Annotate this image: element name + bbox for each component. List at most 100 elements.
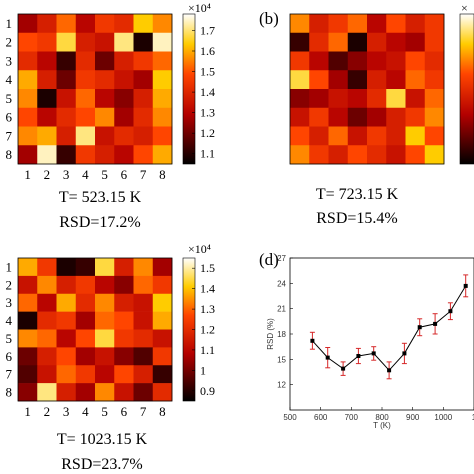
heatmap-a-cell xyxy=(114,107,134,127)
heatmap-c-cell xyxy=(18,258,38,277)
heatmap-a-cell xyxy=(18,14,38,34)
heatmap-a-cell xyxy=(152,51,173,71)
heatmap-a xyxy=(17,13,173,165)
heatmap-a-cell xyxy=(37,126,57,146)
heatmap-c-cell xyxy=(56,347,77,366)
heatmap-b-cell xyxy=(386,70,406,90)
caption-c-rsd: RSD=23.7% xyxy=(61,456,142,473)
plot-d-series xyxy=(309,274,469,380)
heatmap-a-cell xyxy=(56,107,77,127)
heatmap-b-cell xyxy=(309,107,329,127)
heatmap-a-cell xyxy=(95,32,115,52)
panel-b: (b) × T= 723.15 K RSD=15.4% xyxy=(259,1,474,227)
heatmap-a-cell xyxy=(95,14,115,34)
y-tick-label: 7 xyxy=(6,367,13,382)
colorbar-a-ticks: 1.7 1.6 1.5 1.4 1.3 1.2 1.1 xyxy=(192,23,215,161)
heatmap-c-cell xyxy=(152,329,173,348)
y-tick-label: 4 xyxy=(6,72,13,87)
heatmap-b-cell xyxy=(405,89,426,109)
data-point xyxy=(371,351,376,356)
heatmap-a-cell xyxy=(56,126,77,146)
heatmap-a-cell xyxy=(95,107,115,127)
heatmap-b-cell xyxy=(347,32,368,52)
heatmap-a-cell xyxy=(95,145,115,165)
colorbar-tick-label: 0.9 xyxy=(200,384,215,398)
heatmap-a-cell xyxy=(133,145,154,165)
y-tick-label: 21 xyxy=(277,305,286,314)
heatmap-b-cell xyxy=(424,145,445,165)
colorbar-tick-label: 1.1 xyxy=(200,343,215,357)
heatmap-a-cell xyxy=(114,14,134,34)
heatmap-b-cell xyxy=(386,14,406,34)
heatmap-c-cell xyxy=(75,329,96,348)
heatmap-a-cell xyxy=(56,145,77,165)
x-tick-label: 6 xyxy=(121,404,128,419)
heatmap-a-cell xyxy=(75,51,96,71)
heatmap-c-cell xyxy=(152,258,173,277)
heatmap-c-cell xyxy=(133,347,154,366)
heatmap-a-cell xyxy=(56,89,77,109)
series-line xyxy=(312,285,467,372)
colorbar-tick-label: 1.7 xyxy=(200,23,215,37)
data-point xyxy=(433,321,438,326)
heatmap-c-cell xyxy=(95,383,115,402)
y-tick-label: 5 xyxy=(6,331,13,346)
heatmap-c-cell xyxy=(56,293,77,312)
colorbar-c-exponent: ×10⁴ xyxy=(188,242,211,256)
heatmap-c-frame xyxy=(17,257,173,402)
data-point xyxy=(387,368,392,373)
heatmap-b-cell xyxy=(405,32,426,52)
heatmap-b-cell xyxy=(386,107,406,127)
heatmap-a-cell xyxy=(114,70,134,90)
heatmap-b-cell xyxy=(386,51,406,71)
y-tick-label: 3 xyxy=(6,295,13,310)
heatmap-c-cell xyxy=(152,311,173,330)
heatmap-c-y-ticks: 1 2 3 4 5 6 7 8 xyxy=(6,259,13,399)
heatmap-a-cell xyxy=(56,51,77,71)
colorbar-c-ticks: 1.5 1.4 1.3 1.2 1.1 1 0.9 xyxy=(192,261,215,398)
x-tick-label: 1 xyxy=(472,413,474,422)
caption-b-temperature: T= 723.15 K xyxy=(316,186,399,203)
caption-c-temperature: T= 1023.15 K xyxy=(57,431,148,448)
y-tick-label: 15 xyxy=(277,355,286,364)
heatmap-c-cell xyxy=(37,347,57,366)
heatmap-c-cell xyxy=(133,383,154,402)
heatmap-b-cell xyxy=(309,89,329,109)
heatmap-b-cell xyxy=(405,126,426,146)
heatmap-a-cell xyxy=(133,14,154,34)
data-point xyxy=(463,283,468,288)
heatmap-c-cell xyxy=(56,311,77,330)
colorbar-b xyxy=(459,13,474,165)
heatmap-b-cell xyxy=(309,51,329,71)
heatmap-c-cell xyxy=(133,365,154,384)
heatmap-c-cell xyxy=(114,275,134,295)
heatmap-b-cell xyxy=(328,32,349,52)
x-tick-label: 1 xyxy=(24,404,31,419)
y-tick-label: 4 xyxy=(6,313,13,328)
x-tick-label: 2 xyxy=(44,404,51,419)
heatmap-b-cell xyxy=(328,107,349,127)
heatmap-c-cell xyxy=(37,329,57,348)
y-tick-label: 8 xyxy=(6,385,13,400)
colorbar-a xyxy=(182,13,196,165)
heatmap-a-cell xyxy=(75,32,96,52)
y-tick-label: 18 xyxy=(277,330,286,339)
x-tick-label: 600 xyxy=(314,413,328,422)
heatmap-b-cell xyxy=(328,51,349,71)
heatmap-c-cell xyxy=(114,365,134,384)
heatmap-b-cell xyxy=(424,32,445,52)
heatmap-b-cell xyxy=(309,70,329,90)
heatmap-b-cell xyxy=(347,14,368,34)
heatmap-b-cell xyxy=(290,51,310,71)
y-tick-label: 5 xyxy=(6,91,13,106)
heatmap-a-cell xyxy=(152,14,173,34)
data-point xyxy=(341,366,346,371)
colorbar-a-exponent: ×10⁴ xyxy=(188,1,211,15)
panel-d: (d) 500 600 700 800 900 1000 1 27 24 21 18 15 12 T (… xyxy=(259,250,474,430)
heatmap-c-cell xyxy=(95,311,115,330)
heatmap-b-cell xyxy=(290,126,310,146)
heatmap-c-cell xyxy=(95,275,115,295)
heatmap-a-cell xyxy=(152,126,173,146)
y-tick-label: 24 xyxy=(277,279,286,288)
heatmap-a-cell xyxy=(56,14,77,34)
